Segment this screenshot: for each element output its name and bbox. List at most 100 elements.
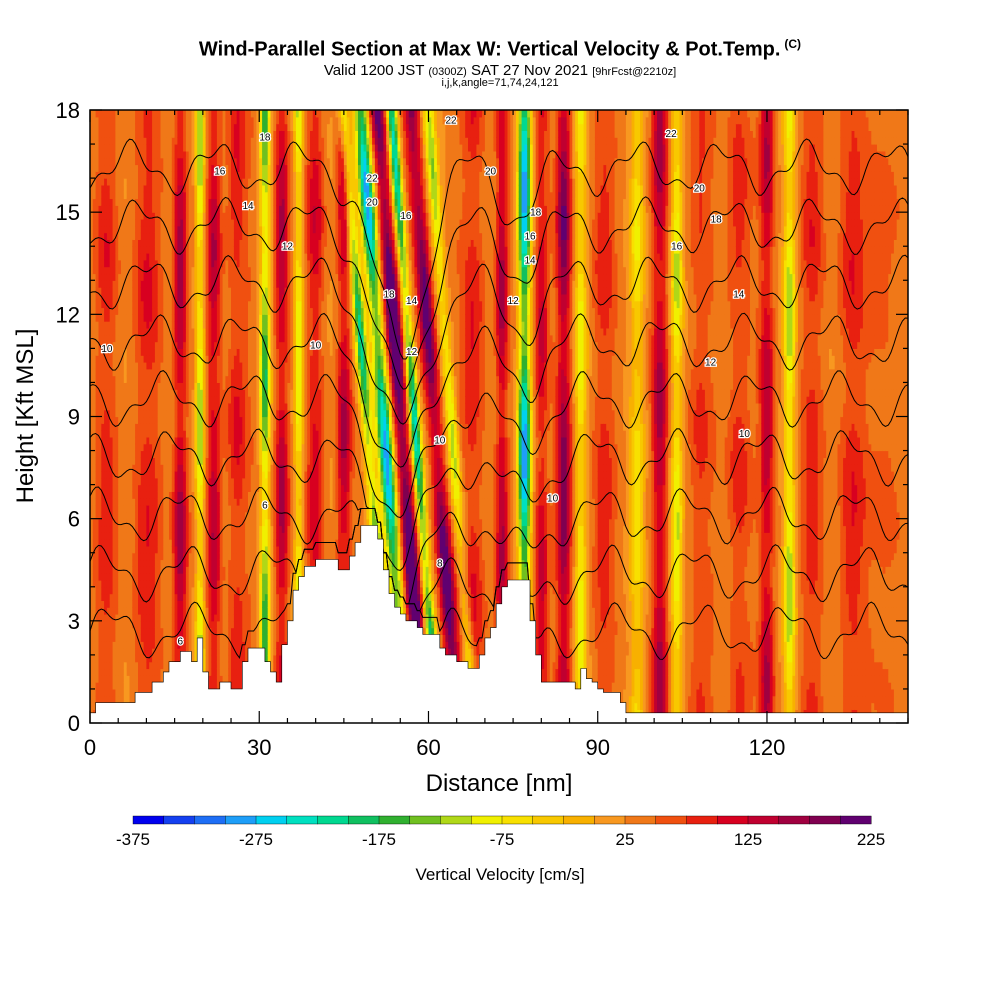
velocity-cell [96,635,99,642]
velocity-cell [124,267,127,274]
velocity-cell [135,403,138,410]
velocity-cell [135,158,138,165]
velocity-cell [110,430,113,437]
velocity-cell [96,110,99,117]
velocity-cell [124,505,127,512]
velocity-cell [96,321,99,328]
velocity-cell [149,342,152,349]
velocity-cell [149,566,152,573]
velocity-cell [149,560,152,567]
velocity-cell [110,212,113,219]
velocity-cell [135,457,138,464]
velocity-cell [149,471,152,478]
velocity-cell [149,628,152,635]
velocity-cell [110,485,113,492]
velocity-cell [96,444,99,451]
velocity-cell [135,648,138,655]
velocity-cell [110,219,113,226]
velocity-cell [110,233,113,240]
velocity-cell [124,539,127,546]
velocity-cell [124,260,127,267]
velocity-cell [96,437,99,444]
velocity-cell [149,519,152,526]
velocity-cell [124,308,127,315]
velocity-cell [96,355,99,362]
velocity-cell [135,614,138,621]
velocity-cell [135,239,138,246]
velocity-cell [96,594,99,601]
velocity-cell [149,505,152,512]
velocity-cell [110,696,113,703]
velocity-cell [96,655,99,662]
velocity-cell [135,396,138,403]
velocity-cell [96,600,99,607]
velocity-cell [135,675,138,682]
velocity-cell [110,355,113,362]
velocity-cell [149,362,152,369]
velocity-cell [135,321,138,328]
velocity-cell [96,628,99,635]
velocity-cell [110,444,113,451]
velocity-cell [124,457,127,464]
velocity-cell [149,308,152,315]
velocity-cell [110,287,113,294]
velocity-cell [149,280,152,287]
velocity-cell [135,362,138,369]
velocity-cell [135,655,138,662]
velocity-cell [110,260,113,267]
velocity-cell [149,546,152,553]
velocity-cell [96,314,99,321]
velocity-cell [96,580,99,587]
velocity-cell [96,185,99,192]
velocity-cell [149,301,152,308]
velocity-cell [96,328,99,335]
velocity-cell [124,403,127,410]
velocity-cell [149,437,152,444]
velocity-cell [124,124,127,131]
velocity-cell [110,144,113,151]
velocity-cell [110,199,113,206]
velocity-cell [110,573,113,580]
velocity-cell [124,580,127,587]
velocity-cell [124,185,127,192]
velocity-cell [149,621,152,628]
velocity-cell [124,178,127,185]
velocity-cell [96,396,99,403]
velocity-cell [149,417,152,424]
velocity-cell [110,491,113,498]
velocity-cell [96,464,99,471]
velocity-cell [149,607,152,614]
velocity-cell [124,648,127,655]
velocity-cell [124,635,127,642]
velocity-cell [110,580,113,587]
velocity-cell [96,239,99,246]
velocity-cell [149,539,152,546]
velocity-cell [124,628,127,635]
velocity-cell [149,587,152,594]
velocity-cell [124,328,127,335]
velocity-cell [124,614,127,621]
velocity-cell [135,519,138,526]
velocity-cell [96,233,99,240]
velocity-cell [135,369,138,376]
velocity-cell [124,321,127,328]
velocity-cell [135,192,138,199]
velocity-cell [96,423,99,430]
velocity-cell [96,641,99,648]
velocity-cell [110,682,113,689]
velocity-cell [110,628,113,635]
velocity-cell [124,301,127,308]
velocity-cell [124,362,127,369]
velocity-cell [135,491,138,498]
velocity-cell [149,110,152,117]
velocity-cell [110,178,113,185]
velocity-cell [124,485,127,492]
velocity-cell [124,376,127,383]
velocity-cell [124,689,127,696]
velocity-cell [149,294,152,301]
velocity-cell [110,328,113,335]
velocity-cell [124,423,127,430]
velocity-cell [110,600,113,607]
velocity-cell [124,219,127,226]
velocity-cell [149,192,152,199]
